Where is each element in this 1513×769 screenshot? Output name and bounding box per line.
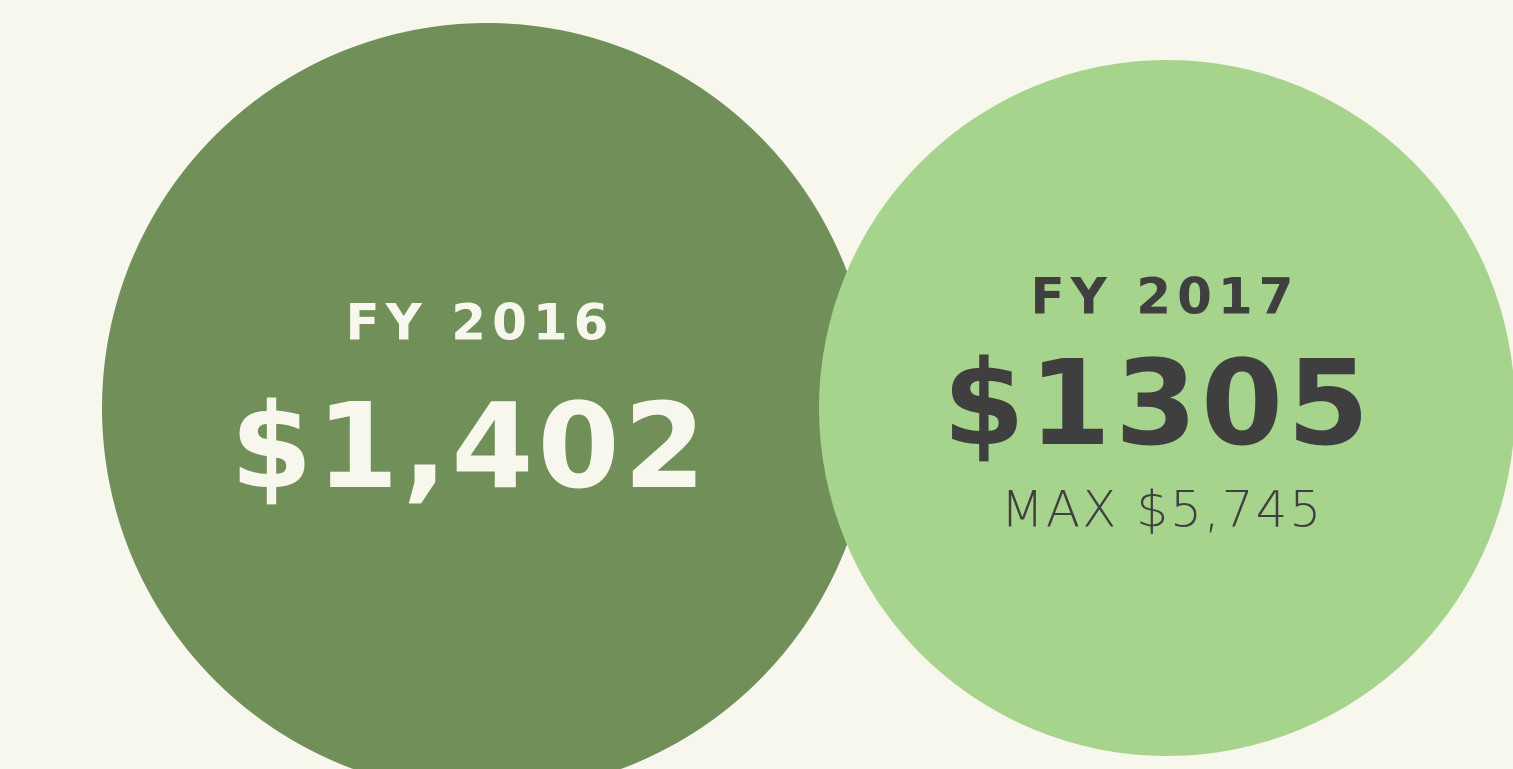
circle-label: FY 2017 — [1031, 268, 1300, 326]
circle-note: MAX $5,745 — [1001, 481, 1323, 539]
circle-value: $1305 — [943, 334, 1374, 472]
circle-label: FY 2016 — [346, 294, 615, 352]
circle-2017 — [819, 60, 1513, 756]
circle-value: $1,402 — [230, 377, 709, 515]
circle-2016 — [102, 23, 872, 769]
